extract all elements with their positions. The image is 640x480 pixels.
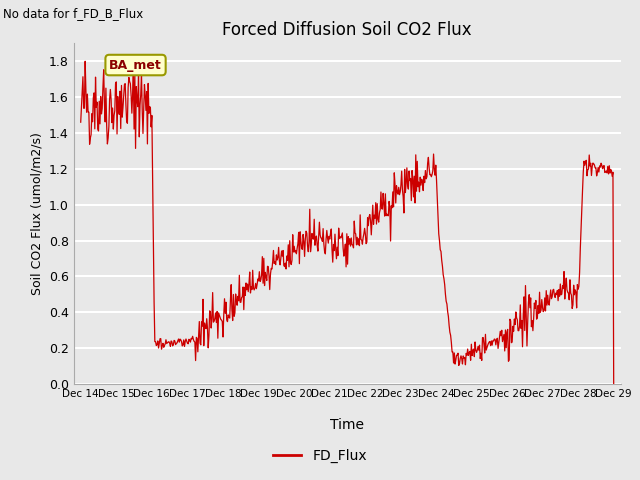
Y-axis label: Soil CO2 Flux (umol/m2/s): Soil CO2 Flux (umol/m2/s) xyxy=(30,132,43,295)
X-axis label: Time: Time xyxy=(330,418,364,432)
Title: Forced Diffusion Soil CO2 Flux: Forced Diffusion Soil CO2 Flux xyxy=(222,21,472,39)
Text: No data for f_FD_B_Flux: No data for f_FD_B_Flux xyxy=(3,7,143,20)
Text: BA_met: BA_met xyxy=(109,59,162,72)
Legend: FD_Flux: FD_Flux xyxy=(268,443,372,468)
